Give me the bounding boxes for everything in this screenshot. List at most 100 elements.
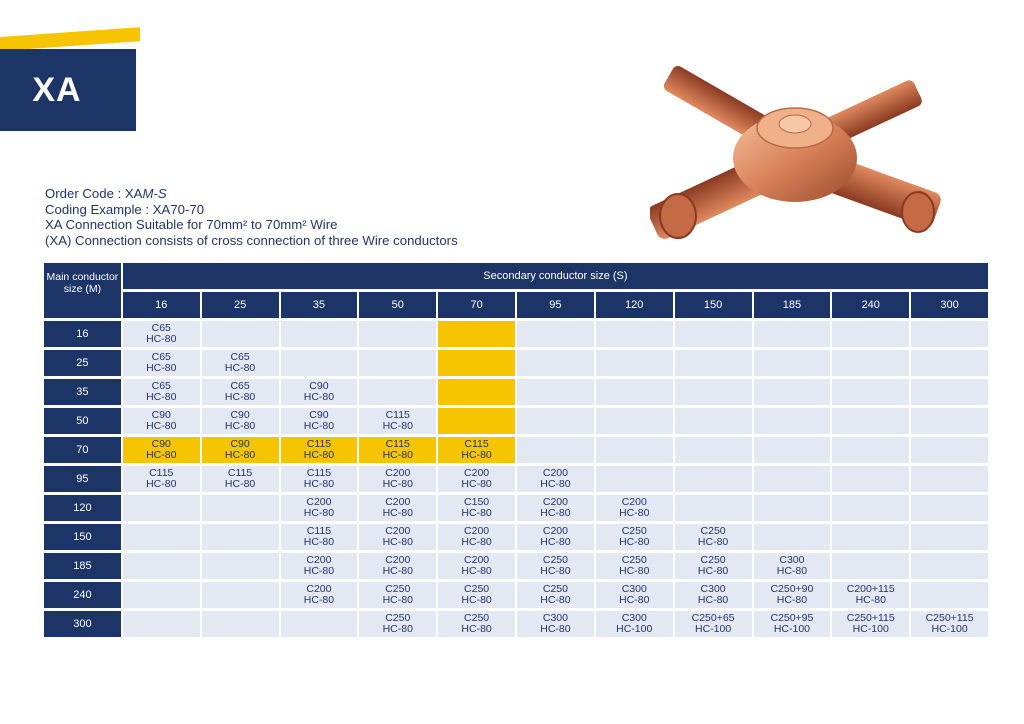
crimp-tool-code: HC-80 (224, 449, 256, 461)
row-header-16: 16 (44, 321, 121, 347)
table-cell: C250 HC-80 (359, 582, 437, 608)
connector-code: C200 (542, 495, 568, 508)
crimp-tool-code: HC-80 (146, 420, 177, 432)
table-cell: C250 HC-80 (595, 553, 673, 579)
crimp-tool-code: HC-100 (852, 623, 889, 635)
connector-code: C150 (464, 495, 490, 508)
table-cell (359, 379, 437, 405)
connector-code: C200 (621, 495, 647, 508)
table-cell (911, 524, 988, 550)
connector-code: C90 (230, 408, 250, 421)
table-cell: C200 HC-80 (359, 495, 437, 521)
table-cell (280, 611, 358, 637)
table-cell: C115 HC-80 (280, 466, 358, 492)
table-cell (201, 524, 279, 550)
series-badge-label: XA (32, 70, 82, 109)
table-cell: C300 HC-80 (674, 582, 752, 608)
table-cell (911, 437, 988, 463)
connector-code: C300 (779, 553, 805, 566)
table-cell: C115 HC-80 (280, 437, 358, 463)
table-cell (595, 408, 673, 434)
connector-code: C200 (306, 553, 332, 566)
table-cell (201, 553, 279, 579)
connector-code: C200+115 (846, 582, 895, 595)
table-cell: C250 HC-80 (359, 611, 437, 637)
connector-code: C200 (464, 466, 490, 479)
table-cell (595, 466, 673, 492)
table-cell (122, 582, 200, 608)
table-cell (832, 466, 910, 492)
table-cell: C65 HC-80 (122, 379, 200, 405)
connector-code: C90 (309, 408, 329, 421)
connector-code: C250 (385, 582, 411, 595)
row-header-70: 70 (44, 437, 121, 463)
table-cell: C200 HC-80 (517, 466, 594, 492)
table-cell: C65 HC-80 (122, 350, 200, 376)
connector-code: C115 (306, 466, 332, 479)
table-cell: C65 HC-80 (201, 350, 279, 376)
table-cell (832, 437, 910, 463)
crimp-tool-code: HC-80 (303, 391, 335, 403)
connector-code: C115 (385, 408, 410, 421)
crimp-tool-code: HC-80 (303, 536, 335, 548)
table-cell (674, 437, 752, 463)
table-cell (753, 524, 831, 550)
table-cell: C115 HC-80 (438, 437, 515, 463)
crimp-tool-code: HC-80 (540, 536, 571, 548)
main-conductor-header: Main conductor size (M) (44, 263, 121, 318)
row-header-240: 240 (44, 582, 121, 608)
connector-code: C115 (227, 466, 253, 479)
table-cell: C90 HC-80 (280, 408, 358, 434)
column-header-25: 25 (201, 292, 279, 318)
crimp-tool-code: HC-80 (619, 507, 650, 519)
connector-code: C250+95 (770, 611, 814, 624)
table-cell (438, 408, 515, 434)
coding-example: Coding Example : XA70-70 (45, 201, 205, 217)
table-cell: C250 HC-80 (438, 611, 515, 637)
table-cell (201, 495, 279, 521)
connector-code: C200 (306, 582, 332, 595)
table-cell: C200 HC-80 (359, 466, 437, 492)
crimp-tool-code: HC-80 (146, 391, 177, 403)
column-header-120: 120 (595, 292, 673, 318)
connector-code: C65 (151, 379, 171, 392)
connector-code: C200 (385, 553, 411, 566)
column-header-35: 35 (280, 292, 358, 318)
table-cell (753, 466, 831, 492)
table-cell (674, 321, 752, 347)
table-cell: C200 HC-80 (438, 524, 515, 550)
table-cell (832, 408, 910, 434)
column-header-150: 150 (674, 292, 752, 318)
series-badge: XA (0, 49, 136, 131)
crimp-tool-code: HC-80 (461, 565, 492, 577)
column-header-50: 50 (359, 292, 437, 318)
table-cell: C115 HC-80 (359, 437, 437, 463)
table-cell (832, 321, 910, 347)
table-cell (122, 495, 200, 521)
connector-code: C65 (230, 379, 250, 392)
table-cell (517, 379, 594, 405)
table-cell (911, 466, 988, 492)
table-cell: C250+115 HC-100 (832, 611, 910, 637)
table-cell: C200 HC-80 (438, 466, 515, 492)
order-code-line: Order Code : XAM-S (45, 186, 458, 202)
table-cell: C115 HC-80 (280, 524, 358, 550)
crimp-tool-code: HC-80 (855, 594, 886, 606)
table-cell: C65 HC-80 (201, 379, 279, 405)
table-cell: C200 HC-80 (438, 553, 515, 579)
connector-code: C90 (309, 379, 329, 392)
connector-code: C200 (464, 524, 490, 537)
connection-description: (XA) Connection consists of cross connec… (45, 232, 458, 248)
crimp-tool-code: HC-80 (461, 507, 492, 519)
crimp-tool-code: HC-80 (224, 391, 256, 403)
crimp-tool-code: HC-80 (224, 362, 256, 374)
table-cell: C300 HC-80 (517, 611, 594, 637)
table-cell (674, 350, 752, 376)
connector-code: C250 (621, 553, 647, 566)
crimp-tool-code: HC-100 (694, 623, 732, 635)
table-cell: C90 HC-80 (122, 408, 200, 434)
table-cell (753, 350, 831, 376)
table-cell (201, 582, 279, 608)
connector-code: C250 (700, 524, 726, 537)
table-cell: C250 HC-80 (674, 524, 752, 550)
